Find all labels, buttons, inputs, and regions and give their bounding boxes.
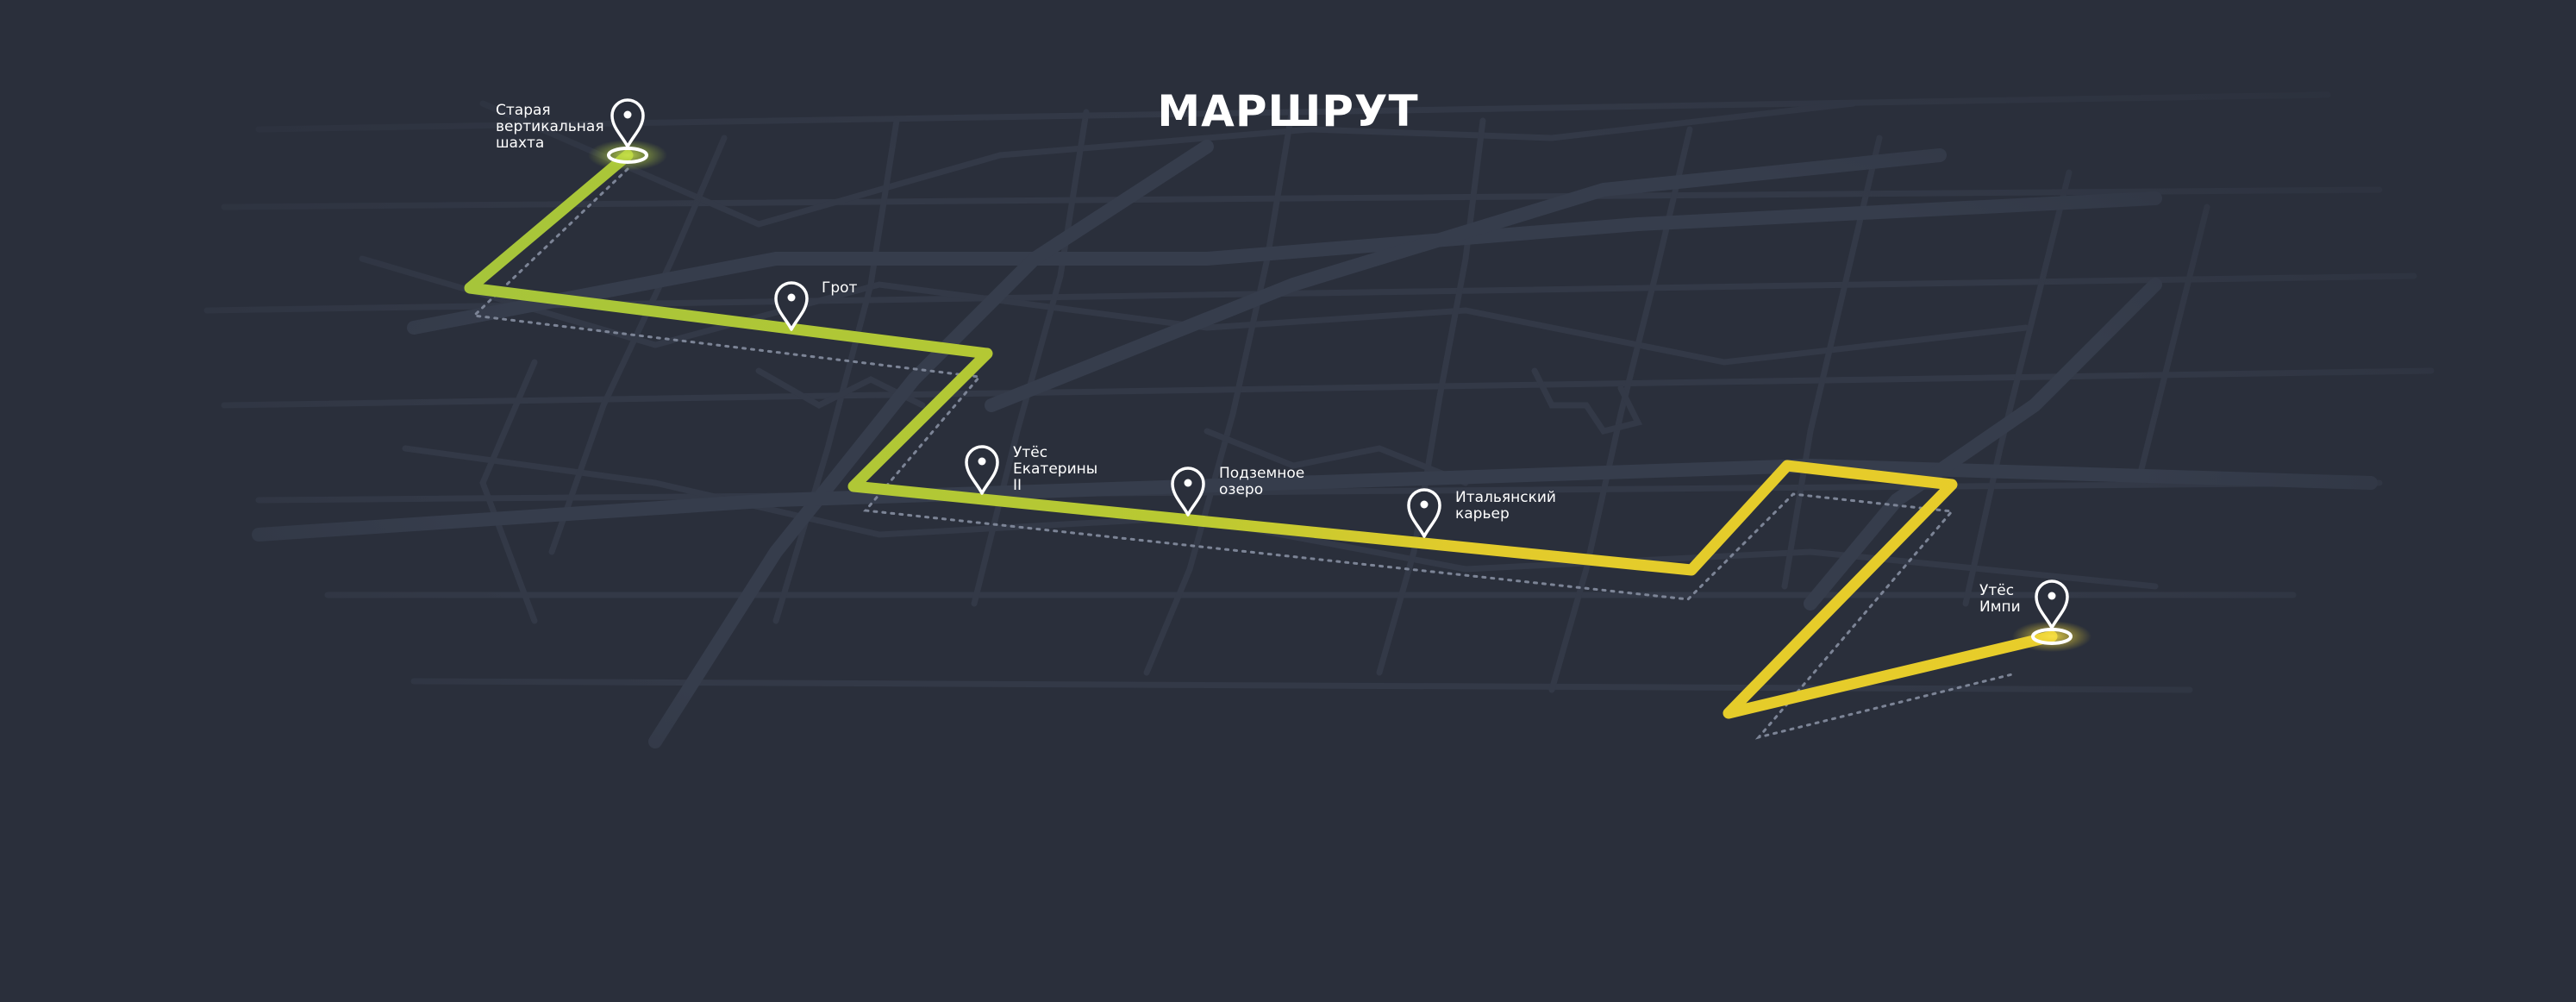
label-line: карьер xyxy=(1455,505,1510,523)
label-line: Екатерины xyxy=(1013,460,1098,478)
point-label-podzemnoe-ozero[interactable]: Подземное озеро xyxy=(1219,466,1304,498)
label-line: II xyxy=(1013,477,1022,494)
start-marker xyxy=(588,140,667,171)
map-pin-icon[interactable] xyxy=(610,98,645,148)
map-pin-icon[interactable] xyxy=(2035,579,2069,629)
page-title: МАРШРУТ xyxy=(1157,86,1419,136)
map-pin-icon[interactable] xyxy=(1171,467,1205,517)
label-line: шахта xyxy=(496,135,545,152)
label-line: Итальянский xyxy=(1455,489,1556,506)
label-line: Грот xyxy=(822,279,858,297)
map-pin-icon[interactable] xyxy=(1407,488,1441,538)
label-line: озеро xyxy=(1219,481,1264,498)
end-marker xyxy=(2012,621,2091,652)
point-label-italyansky-karer[interactable]: Итальянский карьер xyxy=(1455,490,1556,523)
route-shadow xyxy=(471,167,2017,740)
label-line: Импи xyxy=(1979,598,2021,616)
label-line: Подземное xyxy=(1219,465,1305,482)
route-line xyxy=(464,149,2058,719)
map-pin-icon[interactable] xyxy=(965,445,999,495)
label-line: Старая xyxy=(496,102,551,119)
point-label-utes-ekateriny[interactable]: Утёс Екатерины II xyxy=(1013,445,1097,494)
label-line: Утёс xyxy=(1013,444,1048,461)
point-label-utes-impi[interactable]: Утёс Импи xyxy=(1979,583,2021,616)
label-line: Утёс xyxy=(1979,582,2015,599)
point-label-start[interactable]: Старая вертикальная шахта xyxy=(496,103,604,152)
map-pin-icon[interactable] xyxy=(774,281,809,331)
label-line: вертикальная xyxy=(496,118,604,135)
point-label-grot[interactable]: Грот xyxy=(822,280,857,297)
